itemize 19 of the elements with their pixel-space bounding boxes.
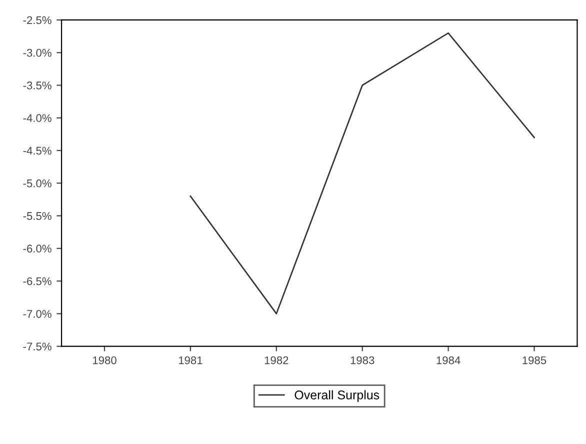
y-tick-label: -7.5% <box>23 342 52 350</box>
legend-label: Overall Surplus <box>294 390 380 402</box>
y-tick-label: -6.0% <box>23 244 52 253</box>
y-tick-label: -3.5% <box>23 82 52 90</box>
x-tick-label: 1981 <box>178 356 202 364</box>
x-tick-label: 1980 <box>92 356 116 364</box>
x-tick-label: 1982 <box>264 356 288 364</box>
y-tick-label: -5.5% <box>23 212 52 220</box>
y-tick-label: -6.5% <box>23 277 52 286</box>
x-tick-label: 1985 <box>522 356 546 364</box>
line-series <box>190 32 535 314</box>
y-tick-label: -5.0% <box>23 179 52 188</box>
y-tick-label: -2.5% <box>23 16 52 24</box>
y-tick-label: -4.0% <box>23 114 52 122</box>
y-tick-label: -3.0% <box>23 48 52 57</box>
y-tick-label: -7.0% <box>23 310 52 318</box>
x-tick-label: 1983 <box>350 356 374 364</box>
x-tick-label: 1984 <box>436 356 460 364</box>
y-tick-label: -4.5% <box>23 146 52 155</box>
